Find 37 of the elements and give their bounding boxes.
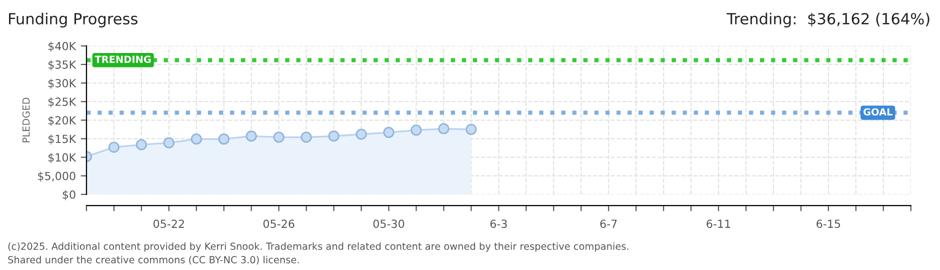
point xyxy=(356,128,367,140)
text: Shared under the creative commons (CC BY-NC 3.0) license. xyxy=(8,256,299,265)
point xyxy=(466,124,477,135)
ref-line-label: TRENDING xyxy=(94,56,151,63)
point xyxy=(273,132,284,143)
point xyxy=(328,130,340,142)
chart-title: Funding Progress xyxy=(9,12,138,28)
x-tick-label: 6-3 xyxy=(490,220,507,228)
x-tick-label: 05-30 xyxy=(373,220,404,228)
y-tick-label: $5,000 xyxy=(38,172,76,182)
y-tick-label: $30K xyxy=(48,78,76,89)
point xyxy=(190,134,202,145)
point xyxy=(136,139,147,150)
point xyxy=(218,134,230,145)
y-tick-label: $10K xyxy=(48,153,76,164)
y-tick-label: $15K xyxy=(48,134,76,145)
y-tick-label: $35K xyxy=(48,60,76,70)
point xyxy=(246,130,257,142)
x-tick-label: 05-22 xyxy=(154,220,184,228)
text: Trending: $36,162 (164%) xyxy=(726,12,930,28)
y-tick-label: $25K xyxy=(48,97,76,108)
point xyxy=(108,142,120,153)
point xyxy=(163,137,174,148)
text: (c)2025. Additional content provided by Kerri Snook. Trademarks and related content are owned by their respective companies. xyxy=(8,242,628,252)
x-tick-label: 6-15 xyxy=(816,220,840,228)
point xyxy=(410,124,422,136)
y-tick-label: $0 xyxy=(62,190,76,200)
x-tick-label: 6-7 xyxy=(600,220,617,228)
point xyxy=(300,132,312,143)
x-tick-label: 05-26 xyxy=(263,220,294,228)
y-tick-label: $40K xyxy=(48,42,76,52)
y-axis-title: PLEDGED xyxy=(22,98,30,142)
point xyxy=(438,123,450,134)
y-tick-label: $20K xyxy=(48,116,76,126)
point xyxy=(383,126,394,138)
ref-line-label: GOAL xyxy=(864,108,892,116)
x-tick-label: 6-11 xyxy=(706,220,730,228)
